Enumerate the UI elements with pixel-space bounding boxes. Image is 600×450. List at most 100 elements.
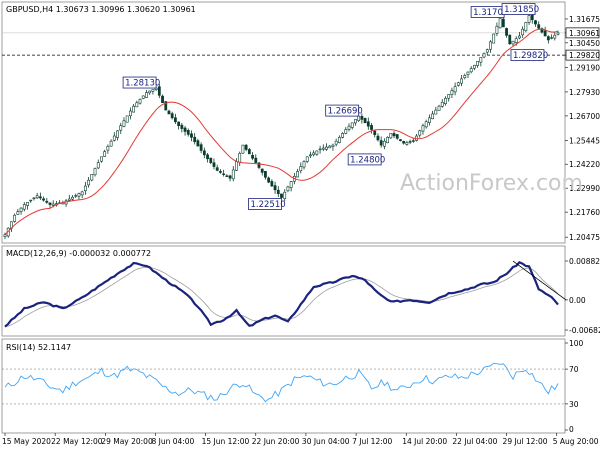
candle-body: [427, 117, 431, 123]
candle-body: [453, 86, 457, 93]
candle-body: [405, 142, 409, 145]
candle-body: [199, 144, 203, 151]
candle-body: [447, 94, 451, 99]
price-annotation-box: [347, 153, 382, 166]
candle-body: [29, 199, 33, 202]
candle-body: [157, 86, 161, 96]
candle-body: [511, 40, 515, 45]
candle-body: [116, 130, 119, 138]
candle-body: [235, 161, 238, 171]
rsi-tick-label: 30: [569, 400, 579, 409]
price-annotation-box: [510, 49, 545, 62]
price-tick-label: 1.24220: [569, 160, 600, 169]
candle-body: [389, 133, 393, 139]
price-annotation-label: 1.31700: [473, 8, 508, 18]
price-annotation-label: 1.31850: [504, 5, 539, 15]
candle-body: [556, 32, 560, 35]
candle-body: [366, 121, 370, 127]
candle-body: [325, 146, 328, 150]
candle-body: [251, 154, 254, 159]
candle-body: [186, 129, 190, 135]
candle-body: [141, 95, 145, 99]
price-tick-label: 1.31675: [569, 15, 600, 24]
rsi-panel: RSI(14) 52.1147 100 70 30 0: [1, 338, 584, 434]
candle-body: [238, 153, 242, 163]
price-annotation-box: [501, 3, 536, 15]
candle-body: [386, 137, 389, 144]
candle-body: [505, 28, 508, 36]
candle-body: [132, 105, 136, 113]
candle-body: [318, 148, 322, 151]
candle-body: [206, 154, 209, 160]
candle-body: [71, 196, 74, 200]
candle-body: [402, 140, 406, 144]
candle-body: [177, 121, 181, 126]
candle-body: [190, 133, 193, 138]
candle-body: [437, 105, 441, 111]
candle-body: [231, 169, 235, 180]
candle-body: [376, 135, 380, 141]
candle-body: [546, 36, 550, 41]
x-tick-label: 22 May 12:00: [51, 437, 103, 446]
rsi-tick-label: 100: [569, 339, 584, 348]
candle-body: [534, 20, 537, 25]
candle-body: [495, 25, 499, 34]
x-tick-label: 14 Jul 20:00: [402, 437, 447, 446]
x-tick-label: 30 Jun 04:00: [302, 437, 350, 446]
candle-body: [180, 124, 184, 129]
candle-body: [334, 140, 338, 145]
candle-body: [399, 139, 402, 142]
candle-body: [125, 115, 129, 123]
candle-body: [32, 197, 36, 200]
candle-body: [321, 147, 325, 150]
candle-body: [550, 37, 553, 39]
candle-body: [93, 168, 97, 176]
candle-body: [363, 117, 367, 124]
candle-body: [315, 150, 319, 155]
candle-body: [96, 162, 100, 169]
candle-body: [222, 173, 226, 175]
candle-body: [135, 102, 139, 108]
candle-body: [161, 95, 164, 104]
candle-body: [209, 157, 213, 163]
x-tick-label: 15 May 2020: [2, 437, 51, 446]
x-tick-label: 8 Jun 04:00: [151, 437, 194, 446]
candle-body: [482, 53, 486, 58]
candle-body: [518, 35, 521, 39]
rsi-levels: [2, 368, 565, 405]
candle-body: [103, 151, 107, 157]
price-tick-label: 1.22990: [569, 184, 600, 193]
candle-body: [328, 145, 332, 149]
price-annotation-label: 1.29820: [513, 51, 548, 61]
candle-body: [392, 133, 396, 137]
candle-body: [347, 125, 351, 130]
candle-body: [450, 90, 454, 95]
candle-body: [215, 167, 219, 171]
candle-body: [469, 68, 473, 73]
x-tick-label: 15 Jun 12:00: [202, 437, 250, 446]
candle-body: [411, 140, 415, 142]
watermark: ActionForex.com: [400, 171, 583, 196]
candle-body: [257, 162, 261, 168]
rsi-y-axis: 100 70 30 0: [565, 339, 584, 434]
candle-body: [514, 38, 518, 43]
candle-body: [45, 200, 49, 203]
candle-body: [42, 198, 45, 201]
candle-body: [26, 202, 29, 206]
candle-body: [276, 189, 280, 194]
moving-average-line: [4, 28, 559, 236]
candle-body: [267, 177, 271, 183]
candle-body: [35, 195, 39, 199]
candle-body: [241, 144, 245, 154]
rsi-tick-label: 70: [569, 365, 579, 374]
candle-body: [167, 110, 171, 115]
candle-body: [74, 195, 78, 197]
price-tick-label: 1.21760: [569, 208, 600, 217]
candle-body: [196, 140, 200, 147]
candle-body: [373, 130, 377, 136]
price-tag-box: [565, 27, 600, 39]
candle-body: [553, 34, 557, 39]
candle-body: [286, 186, 290, 192]
candle-body: [421, 125, 425, 132]
